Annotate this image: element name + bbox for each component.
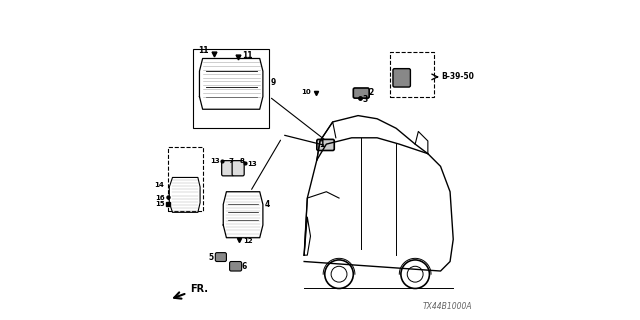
Bar — [168, 147, 203, 211]
Text: FR.: FR. — [174, 284, 208, 299]
Text: 5: 5 — [209, 252, 214, 261]
Text: 11: 11 — [198, 46, 209, 55]
FancyBboxPatch shape — [317, 140, 334, 150]
FancyBboxPatch shape — [353, 88, 369, 98]
Text: 13: 13 — [210, 158, 220, 164]
Text: 7: 7 — [228, 158, 233, 164]
Text: 4: 4 — [264, 200, 269, 209]
Text: 11: 11 — [243, 51, 253, 60]
Text: 14: 14 — [155, 182, 164, 188]
Text: B-39-50: B-39-50 — [441, 72, 474, 81]
FancyBboxPatch shape — [215, 252, 227, 261]
Text: 3: 3 — [363, 95, 368, 104]
Bar — [193, 49, 269, 128]
Text: 8: 8 — [240, 158, 245, 164]
FancyBboxPatch shape — [232, 161, 244, 176]
Text: 6: 6 — [241, 262, 246, 271]
Text: 16: 16 — [155, 195, 164, 201]
Text: 12: 12 — [243, 237, 253, 244]
Text: 1: 1 — [319, 140, 324, 149]
Text: TX44B1000A: TX44B1000A — [422, 302, 472, 311]
Text: 15: 15 — [155, 201, 164, 207]
Text: 9: 9 — [271, 78, 276, 87]
FancyBboxPatch shape — [230, 261, 242, 271]
FancyBboxPatch shape — [393, 69, 410, 87]
Text: 13: 13 — [247, 161, 257, 167]
Bar — [390, 52, 434, 97]
FancyBboxPatch shape — [221, 161, 234, 176]
Text: 2: 2 — [369, 88, 374, 97]
Text: 10: 10 — [301, 89, 311, 95]
